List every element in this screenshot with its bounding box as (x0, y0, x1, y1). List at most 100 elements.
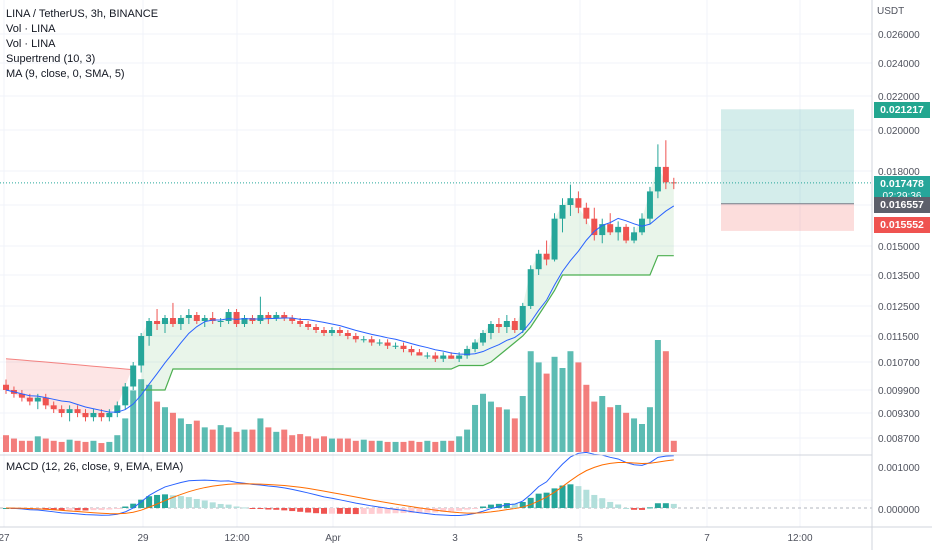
price-tick-label: 0.008700 (878, 434, 920, 445)
volume-bar (416, 441, 423, 452)
macd-legend[interactable]: MACD (12, 26, close, 9, EMA, EMA) (6, 461, 184, 473)
candle-body (654, 166, 661, 192)
candle-body (146, 321, 153, 336)
candlestick-series[interactable] (3, 140, 677, 422)
legend-vol-2[interactable]: Vol · LINA (6, 38, 56, 50)
candle-body (265, 315, 272, 318)
macd-histogram-bar (82, 508, 89, 511)
candle-body (58, 409, 65, 413)
candle-body (464, 349, 471, 356)
candle-body (138, 336, 145, 366)
candle-body (193, 315, 200, 321)
moving-average-line (5, 205, 675, 413)
macd-histogram-bar (487, 504, 494, 508)
candle-body (527, 269, 534, 306)
candle-body (416, 352, 423, 356)
macd-histogram-bar (169, 495, 176, 508)
volume-bar (336, 438, 343, 452)
price-tick-label: 0.018000 (878, 167, 920, 178)
volume-bar (344, 438, 351, 452)
volume-bar (114, 435, 121, 452)
candle-body (74, 409, 81, 413)
volume-bar (384, 441, 391, 452)
volume-bar (352, 440, 359, 452)
symbol-title[interactable]: LINA / TetherUS, 3h, BINANCE (6, 8, 159, 20)
candle-body (591, 218, 598, 236)
volume-bar (313, 438, 320, 452)
macd-histogram-bar (249, 508, 256, 509)
long-position-tool[interactable] (721, 109, 854, 231)
macd-histogram-bar (50, 508, 57, 511)
candle-body (646, 191, 653, 219)
price-tick-label: 0.022000 (878, 92, 920, 103)
macd-histogram-bar (646, 507, 653, 509)
last-price-tag: 0.017478 (874, 176, 930, 192)
volume-bar (257, 418, 264, 452)
time-tick-label: 12:00 (224, 533, 249, 544)
candle-body (169, 318, 176, 324)
macd-histogram-bar (185, 497, 192, 508)
macd-histogram-bar (480, 506, 486, 508)
volume-bar (400, 441, 407, 452)
volume-bar (289, 435, 296, 452)
currency-label: USDT (877, 6, 904, 17)
volume-bar (98, 443, 105, 452)
macd-histogram-bar (511, 503, 518, 508)
macd-histogram-bar (448, 508, 455, 512)
volume-bar (297, 434, 304, 452)
price-axis[interactable]: 0.026000 0.024000 0.022000 0.020000 0.018000… (878, 30, 920, 516)
candle-body (162, 318, 168, 324)
candle-body (217, 321, 224, 322)
macd-histogram-bar (503, 503, 510, 508)
macd-histogram-bar (559, 485, 566, 508)
candle-body (344, 333, 351, 336)
legend-supertrend[interactable]: Supertrend (10, 3) (6, 53, 96, 65)
macd-histogram-bar (233, 506, 240, 508)
volume-bar (58, 441, 65, 452)
position-loss-zone (721, 203, 854, 231)
volume-bar (106, 441, 113, 452)
volume-bar (26, 440, 33, 452)
price-tick-label: 0.013500 (878, 271, 920, 282)
macd-histogram-bar (591, 494, 598, 508)
macd-histogram-bar (297, 508, 304, 512)
volume-bar (646, 407, 653, 452)
macd-histogram-bar (408, 508, 415, 513)
volume-bar (18, 440, 25, 452)
macd-line (5, 451, 674, 516)
volume-bar (623, 412, 630, 452)
volume-bar (360, 439, 367, 452)
macd-histogram-bar (519, 502, 526, 508)
volume-bar (241, 429, 248, 452)
volume-bar (233, 431, 240, 452)
price-tick-label: 0.024000 (878, 59, 920, 70)
candle-body (130, 365, 137, 387)
volume-bar (376, 440, 383, 452)
target-price-tag: 0.021217 (874, 102, 930, 118)
macd-histogram-bar (416, 508, 423, 513)
legend-ma[interactable]: MA (9, close, 0, SMA, 5) (6, 68, 125, 80)
candle-body (575, 198, 582, 208)
macd-histogram-bar (217, 503, 224, 508)
macd-histogram-bar (273, 508, 280, 510)
macd-histogram-bar (567, 484, 574, 508)
volume-bar (368, 440, 375, 452)
candle-body (519, 306, 526, 330)
legend-vol-1[interactable]: Vol · LINA (6, 23, 56, 35)
candle-body (328, 330, 335, 333)
volume-bar (519, 396, 526, 452)
volume-bar (201, 427, 208, 452)
macd-histogram-bar (662, 503, 669, 508)
macd-histogram-bar (177, 496, 184, 508)
macd-histogram-bar (130, 503, 137, 508)
candle-body (114, 405, 121, 413)
volume-bar (487, 401, 494, 452)
macd-histogram-bar (344, 508, 351, 514)
candle-body (281, 315, 288, 318)
macd-histogram-bar (607, 501, 614, 508)
macd-histogram-bar (376, 508, 383, 514)
volume-bar (50, 440, 57, 452)
price-tick-label: 0.020000 (878, 126, 920, 137)
time-axis[interactable]: 27 29 12:00 Apr 3 5 7 12:00 (0, 533, 813, 544)
